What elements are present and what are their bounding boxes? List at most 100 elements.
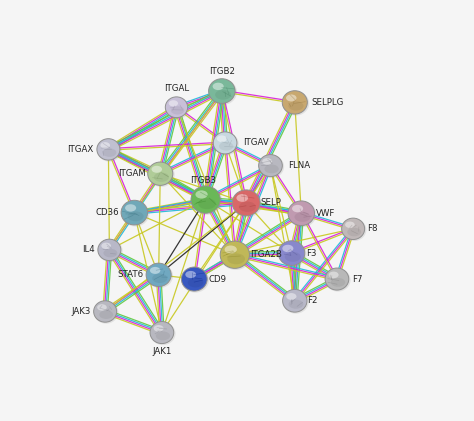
Text: IL4: IL4: [82, 245, 94, 254]
Ellipse shape: [102, 148, 117, 157]
Ellipse shape: [154, 325, 164, 332]
Ellipse shape: [148, 163, 174, 187]
Ellipse shape: [283, 245, 293, 252]
Text: F3: F3: [306, 249, 317, 258]
Ellipse shape: [156, 331, 170, 340]
Ellipse shape: [97, 304, 107, 311]
Text: ITGAL: ITGAL: [164, 84, 189, 93]
Ellipse shape: [182, 267, 207, 291]
Ellipse shape: [228, 253, 245, 264]
Ellipse shape: [259, 155, 284, 178]
Ellipse shape: [237, 194, 248, 202]
Ellipse shape: [191, 187, 222, 215]
Ellipse shape: [232, 190, 262, 218]
Ellipse shape: [283, 289, 307, 312]
Text: ITGB3: ITGB3: [191, 176, 216, 185]
Ellipse shape: [288, 201, 317, 227]
Text: F8: F8: [367, 224, 378, 233]
Text: SELP: SELP: [261, 198, 282, 208]
Ellipse shape: [283, 91, 309, 116]
Ellipse shape: [171, 106, 184, 115]
Ellipse shape: [239, 202, 256, 212]
Ellipse shape: [97, 139, 120, 160]
Ellipse shape: [150, 267, 160, 274]
Text: JAK3: JAK3: [71, 307, 91, 316]
Ellipse shape: [288, 101, 303, 111]
Text: ITGAM: ITGAM: [118, 169, 146, 178]
Ellipse shape: [213, 83, 224, 90]
Ellipse shape: [128, 211, 144, 221]
Ellipse shape: [292, 205, 303, 212]
Text: ITGAV: ITGAV: [243, 139, 269, 147]
Ellipse shape: [264, 165, 279, 173]
Ellipse shape: [282, 91, 307, 114]
Ellipse shape: [325, 268, 349, 290]
Ellipse shape: [169, 100, 178, 107]
Ellipse shape: [98, 239, 121, 261]
Text: CD9: CD9: [209, 274, 227, 284]
Ellipse shape: [97, 139, 122, 162]
Ellipse shape: [103, 249, 118, 257]
Text: CD36: CD36: [95, 208, 119, 217]
Text: ITGAX: ITGAX: [68, 145, 94, 154]
Text: ITGB2: ITGB2: [209, 67, 235, 77]
Ellipse shape: [165, 97, 188, 117]
Ellipse shape: [182, 267, 209, 293]
Ellipse shape: [219, 142, 233, 151]
Ellipse shape: [283, 290, 309, 314]
Ellipse shape: [146, 263, 171, 287]
Ellipse shape: [121, 201, 149, 226]
Ellipse shape: [342, 218, 365, 240]
Ellipse shape: [121, 200, 147, 225]
Ellipse shape: [347, 228, 361, 236]
Text: F2: F2: [307, 296, 318, 305]
Ellipse shape: [125, 204, 136, 212]
Ellipse shape: [152, 166, 162, 173]
Ellipse shape: [165, 97, 190, 119]
Ellipse shape: [325, 269, 351, 292]
Ellipse shape: [94, 301, 118, 324]
Ellipse shape: [191, 186, 220, 213]
Ellipse shape: [94, 301, 117, 322]
Ellipse shape: [278, 241, 307, 267]
Ellipse shape: [331, 278, 345, 287]
Ellipse shape: [328, 272, 338, 278]
Ellipse shape: [262, 158, 272, 165]
Ellipse shape: [215, 90, 231, 100]
Ellipse shape: [209, 79, 235, 104]
Ellipse shape: [213, 132, 237, 154]
Ellipse shape: [148, 162, 173, 185]
Ellipse shape: [150, 322, 174, 344]
Ellipse shape: [278, 241, 305, 266]
Ellipse shape: [259, 155, 283, 177]
Text: VWF: VWF: [316, 209, 336, 218]
Ellipse shape: [154, 173, 169, 182]
Text: F7: F7: [352, 274, 362, 284]
Ellipse shape: [286, 293, 297, 300]
Text: STAT6: STAT6: [117, 270, 143, 280]
Text: JAK1: JAK1: [152, 347, 172, 356]
Ellipse shape: [100, 142, 110, 149]
Ellipse shape: [232, 190, 260, 216]
Ellipse shape: [195, 190, 208, 199]
Ellipse shape: [345, 221, 355, 228]
Ellipse shape: [220, 241, 251, 270]
Ellipse shape: [213, 132, 239, 155]
Ellipse shape: [188, 278, 203, 288]
Ellipse shape: [289, 300, 303, 309]
Text: ITGA2B: ITGA2B: [250, 250, 282, 259]
Ellipse shape: [198, 198, 216, 209]
Ellipse shape: [286, 94, 297, 101]
Ellipse shape: [294, 212, 310, 222]
Ellipse shape: [285, 252, 301, 262]
Text: SELPLG: SELPLG: [311, 98, 343, 107]
Text: FLNA: FLNA: [288, 161, 310, 170]
Ellipse shape: [99, 310, 113, 319]
Ellipse shape: [150, 322, 175, 345]
Ellipse shape: [288, 201, 315, 226]
Ellipse shape: [185, 271, 196, 278]
Ellipse shape: [209, 79, 237, 105]
Ellipse shape: [342, 218, 366, 241]
Ellipse shape: [220, 241, 249, 268]
Ellipse shape: [146, 264, 173, 288]
